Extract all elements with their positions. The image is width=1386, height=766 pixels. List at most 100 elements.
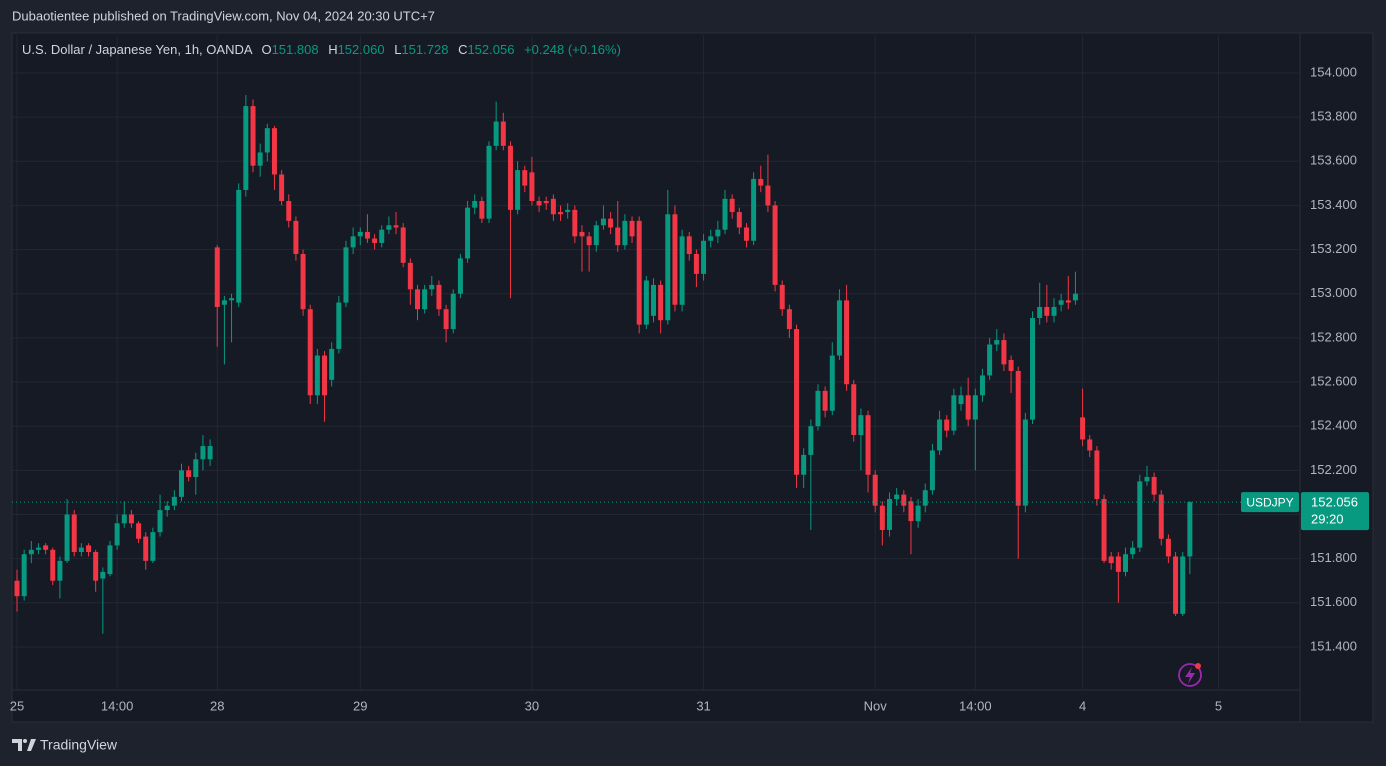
candle-body bbox=[157, 510, 163, 533]
candle-body bbox=[1094, 450, 1100, 500]
candle-body bbox=[1101, 499, 1107, 561]
symbol-tag: USDJPY bbox=[1246, 495, 1293, 509]
candle-body bbox=[1030, 318, 1036, 420]
candle-body bbox=[586, 236, 592, 246]
candle-body bbox=[78, 547, 84, 553]
candle-body bbox=[50, 549, 56, 581]
y-tick-label: 153.400 bbox=[1310, 197, 1357, 212]
candle-body bbox=[836, 300, 842, 356]
chart-panel bbox=[11, 32, 1374, 723]
candle-body bbox=[364, 231, 370, 239]
candle-body bbox=[243, 106, 249, 190]
axes: 151.400151.600151.800152.000152.200152.4… bbox=[10, 64, 1369, 713]
candle-body bbox=[86, 545, 92, 553]
candle-body bbox=[1173, 556, 1179, 614]
candle-body bbox=[701, 240, 707, 274]
candle-body bbox=[658, 284, 664, 321]
candle-body bbox=[515, 170, 521, 210]
candle-body bbox=[1015, 370, 1021, 506]
alert-ring[interactable] bbox=[1178, 663, 1202, 687]
candle-body bbox=[693, 253, 699, 274]
candle-body bbox=[343, 247, 349, 303]
candle-body bbox=[908, 501, 914, 522]
candle-body bbox=[929, 450, 935, 491]
candle-body bbox=[937, 419, 943, 451]
alert-icon[interactable] bbox=[1178, 663, 1202, 687]
candle-body bbox=[200, 446, 206, 460]
candle-body bbox=[608, 218, 614, 228]
candle-body bbox=[1051, 306, 1057, 316]
candle-body bbox=[851, 384, 857, 436]
candle-body bbox=[379, 229, 385, 243]
candle-body bbox=[736, 212, 742, 228]
publisher: Dubaotientee published on TradingView.co… bbox=[12, 8, 435, 23]
candle-body bbox=[1080, 417, 1086, 440]
symbol-tag-bg bbox=[1241, 492, 1299, 513]
y-tick-label: 154.000 bbox=[1310, 64, 1357, 79]
candle-body bbox=[558, 212, 564, 215]
candle-body bbox=[214, 247, 220, 307]
candle-body bbox=[236, 189, 242, 303]
candle-body bbox=[164, 505, 170, 511]
candle-body bbox=[1037, 306, 1043, 319]
candle-body bbox=[643, 280, 649, 325]
candle-body bbox=[1044, 306, 1050, 316]
price-tag: 152.056 bbox=[1311, 495, 1358, 510]
countdown: 29:20 bbox=[1311, 512, 1344, 527]
candle-body bbox=[329, 348, 335, 380]
candle-body bbox=[536, 201, 542, 206]
candle-body bbox=[207, 446, 213, 460]
candle-body bbox=[257, 152, 263, 166]
candle-body bbox=[765, 185, 771, 206]
candle-body bbox=[686, 236, 692, 254]
candle-body bbox=[886, 499, 892, 530]
y-tick-label: 153.800 bbox=[1310, 109, 1357, 124]
candle-body bbox=[772, 205, 778, 285]
candle-body bbox=[1137, 481, 1143, 548]
candle-body bbox=[422, 289, 428, 310]
candle-body bbox=[743, 227, 749, 241]
alert-bolt[interactable] bbox=[1185, 667, 1195, 684]
x-tick-label: 5 bbox=[1215, 698, 1222, 713]
candle-body bbox=[372, 238, 378, 243]
candle-body bbox=[121, 514, 127, 524]
candle-body bbox=[872, 474, 878, 506]
candle-body bbox=[429, 284, 435, 290]
candle-body bbox=[136, 523, 142, 539]
candle-body bbox=[386, 225, 392, 230]
candle-body bbox=[35, 547, 41, 550]
candle-body bbox=[450, 293, 456, 330]
candle-body bbox=[221, 300, 227, 305]
legend-key: H bbox=[328, 42, 337, 57]
candle-body bbox=[1058, 300, 1064, 305]
x-tick-label: Nov bbox=[864, 698, 888, 713]
candle-body bbox=[1087, 439, 1093, 451]
candle-body bbox=[879, 505, 885, 530]
candles bbox=[12, 95, 1300, 634]
x-tick-label: 29 bbox=[353, 698, 367, 713]
grid bbox=[12, 35, 1300, 690]
candle-body bbox=[357, 231, 363, 237]
y-tick-label: 151.800 bbox=[1310, 550, 1357, 565]
symbol-title: U.S. Dollar / Japanese Yen, 1h, OANDA bbox=[22, 42, 253, 57]
candle-body bbox=[565, 209, 571, 213]
legend-key: O bbox=[261, 42, 271, 57]
y-tick-label: 153.600 bbox=[1310, 153, 1357, 168]
candle-body bbox=[1144, 476, 1150, 482]
candle-body bbox=[958, 395, 964, 405]
candle-body bbox=[336, 302, 342, 349]
candle-body bbox=[729, 198, 735, 213]
y-tick-label: 151.400 bbox=[1310, 638, 1357, 653]
candle-body bbox=[529, 172, 535, 202]
candle-body bbox=[279, 174, 285, 202]
candle-body bbox=[922, 490, 928, 506]
candle-body bbox=[314, 355, 320, 396]
legend: U.S. Dollar / Japanese Yen, 1h, OANDA O1… bbox=[22, 42, 621, 57]
candle-body bbox=[14, 580, 20, 597]
candle-body bbox=[293, 220, 299, 254]
candle-body bbox=[143, 536, 149, 561]
y-tick-label: 152.400 bbox=[1310, 418, 1357, 433]
candle-body bbox=[286, 201, 292, 221]
x-tick-label: 14:00 bbox=[101, 698, 134, 713]
candle-body bbox=[443, 309, 449, 330]
